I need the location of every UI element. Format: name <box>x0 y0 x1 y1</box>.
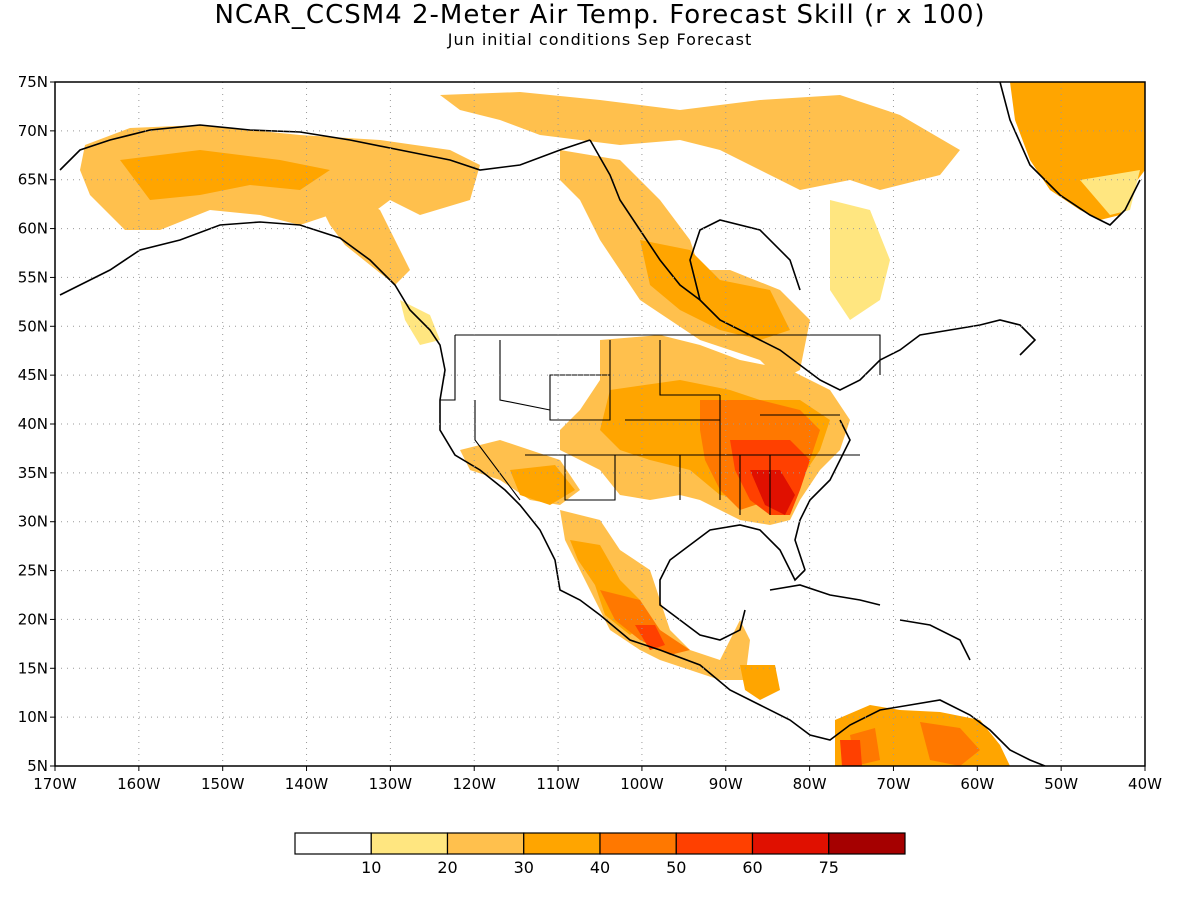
lat-tick-label: 65N <box>18 171 48 189</box>
colorbar-level-label: 50 <box>666 858 686 877</box>
lon-tick-label: 140W <box>285 775 329 793</box>
graticule <box>55 82 1145 766</box>
colorbar-level-label: 40 <box>590 858 610 877</box>
lon-tick-label: 150W <box>201 775 245 793</box>
lat-tick-label: 20N <box>18 610 48 628</box>
lon-tick-label: 80W <box>793 775 827 793</box>
lon-tick-label: 70W <box>877 775 911 793</box>
colorbar-swatch <box>828 832 906 855</box>
colorbar-swatch <box>446 832 525 855</box>
lon-tick-label: 40W <box>1128 775 1162 793</box>
lon-tick-label: 170W <box>33 775 77 793</box>
colorbar-level-label: 20 <box>437 858 457 877</box>
colorbar-swatch <box>370 832 449 855</box>
longitude-labels: 170W 160W 150W 140W 130W 120W 110W 100W 90W 80W 70… <box>33 766 1162 793</box>
coastlines <box>59 82 1141 766</box>
colorbar-swatch <box>599 832 677 855</box>
lat-tick-label: 70N <box>18 122 48 140</box>
lat-tick-label: 75N <box>18 73 48 91</box>
lat-tick-label: 45N <box>18 366 48 384</box>
skill-shading <box>80 82 1145 766</box>
colorbar-swatch <box>751 832 830 855</box>
colorbar-level-label: 30 <box>514 858 534 877</box>
lat-tick-label: 10N <box>18 708 48 726</box>
lon-tick-label: 110W <box>536 775 580 793</box>
map-subtitle: Jun initial conditions Sep Forecast <box>447 30 753 49</box>
colorbar-level-label: 10 <box>361 858 381 877</box>
colorbar-swatch <box>675 832 754 855</box>
colorbar-swatch <box>523 832 601 855</box>
colorbar: 10 20 30 40 50 60 75 <box>294 832 906 877</box>
colorbar-swatch <box>294 832 372 855</box>
lat-tick-label: 25N <box>18 562 48 580</box>
lon-tick-label: 100W <box>620 775 664 793</box>
lon-tick-label: 130W <box>369 775 413 793</box>
lon-tick-label: 60W <box>960 775 994 793</box>
lat-tick-label: 15N <box>18 659 48 677</box>
lon-tick-label: 160W <box>117 775 161 793</box>
colorbar-level-label: 75 <box>819 858 839 877</box>
lat-tick-label: 30N <box>18 513 48 531</box>
latitude-labels: 5N 10N 15N 20N 25N 30N 35N 40N 45N 50N 55N 60N 65N 70… <box>18 73 55 775</box>
state-borders <box>440 334 881 515</box>
lat-tick-label: 40N <box>18 415 48 433</box>
colorbar-level-label: 60 <box>742 858 762 877</box>
lat-tick-label: 5N <box>27 757 48 775</box>
lat-tick-label: 55N <box>18 268 48 286</box>
lon-tick-label: 50W <box>1044 775 1078 793</box>
lat-tick-label: 35N <box>18 464 48 482</box>
map-title: NCAR_CCSM4 2-Meter Air Temp. Forecast Sk… <box>214 0 986 30</box>
lat-tick-label: 60N <box>18 220 48 238</box>
lon-tick-label: 90W <box>709 775 743 793</box>
lat-tick-label: 50N <box>18 317 48 335</box>
lon-tick-label: 120W <box>452 775 496 793</box>
